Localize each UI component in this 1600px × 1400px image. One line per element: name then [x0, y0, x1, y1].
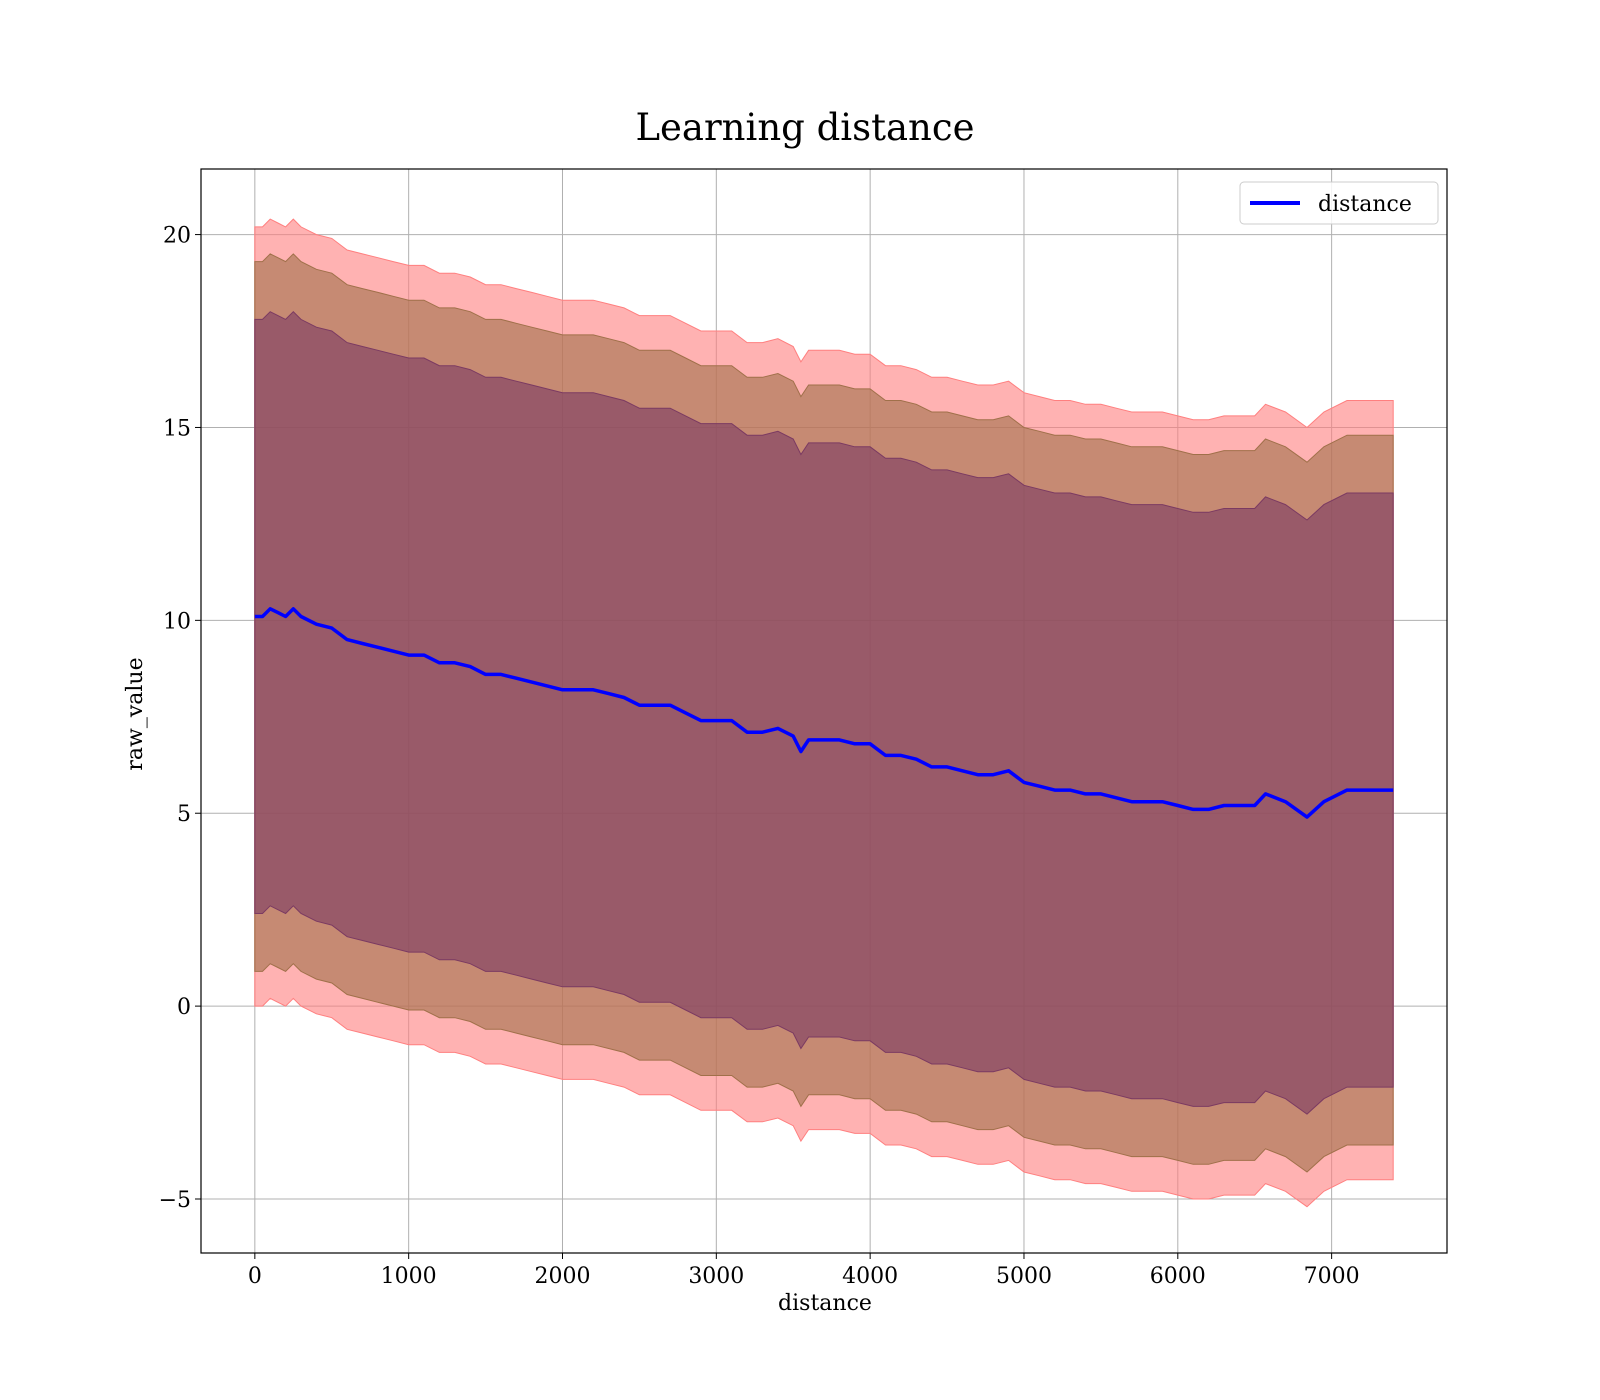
- x-tick-label: 0: [248, 1264, 262, 1289]
- y-axis-label: raw_value: [123, 657, 148, 770]
- band-inner: [254, 310, 1394, 1115]
- y-tick-label: 15: [163, 416, 191, 441]
- series-line-distance: [254, 607, 1394, 819]
- confidence-bands: [254, 218, 1394, 1208]
- y-tick-label: 20: [163, 224, 191, 249]
- x-tick-label: 2000: [534, 1264, 590, 1289]
- chart-title: Learning distance: [635, 106, 974, 149]
- x-tick-label: 5000: [996, 1264, 1052, 1289]
- y-tick-label: 10: [163, 609, 191, 634]
- x-tick-label: 1000: [381, 1264, 437, 1289]
- legend-frame: [1239, 181, 1439, 225]
- x-tick-label: 3000: [688, 1264, 744, 1289]
- x-tick-label: 7000: [1304, 1264, 1360, 1289]
- x-tick-label: 6000: [1150, 1264, 1206, 1289]
- legend: distance: [1239, 181, 1439, 225]
- ticks: 0 1000 2000 3000 4000 5000 6000 7000 −5 0 5 10 15 20: [159, 224, 1360, 1289]
- legend-label-distance: distance: [1318, 192, 1412, 217]
- y-tick-label: 0: [177, 995, 191, 1020]
- x-axis-label: distance: [778, 1291, 872, 1316]
- plot-area-frame: [200, 168, 1448, 1254]
- y-tick-label: 5: [177, 802, 191, 827]
- series-lines: [254, 607, 1394, 819]
- x-tick-label: 4000: [842, 1264, 898, 1289]
- y-tick-label: −5: [159, 1188, 191, 1213]
